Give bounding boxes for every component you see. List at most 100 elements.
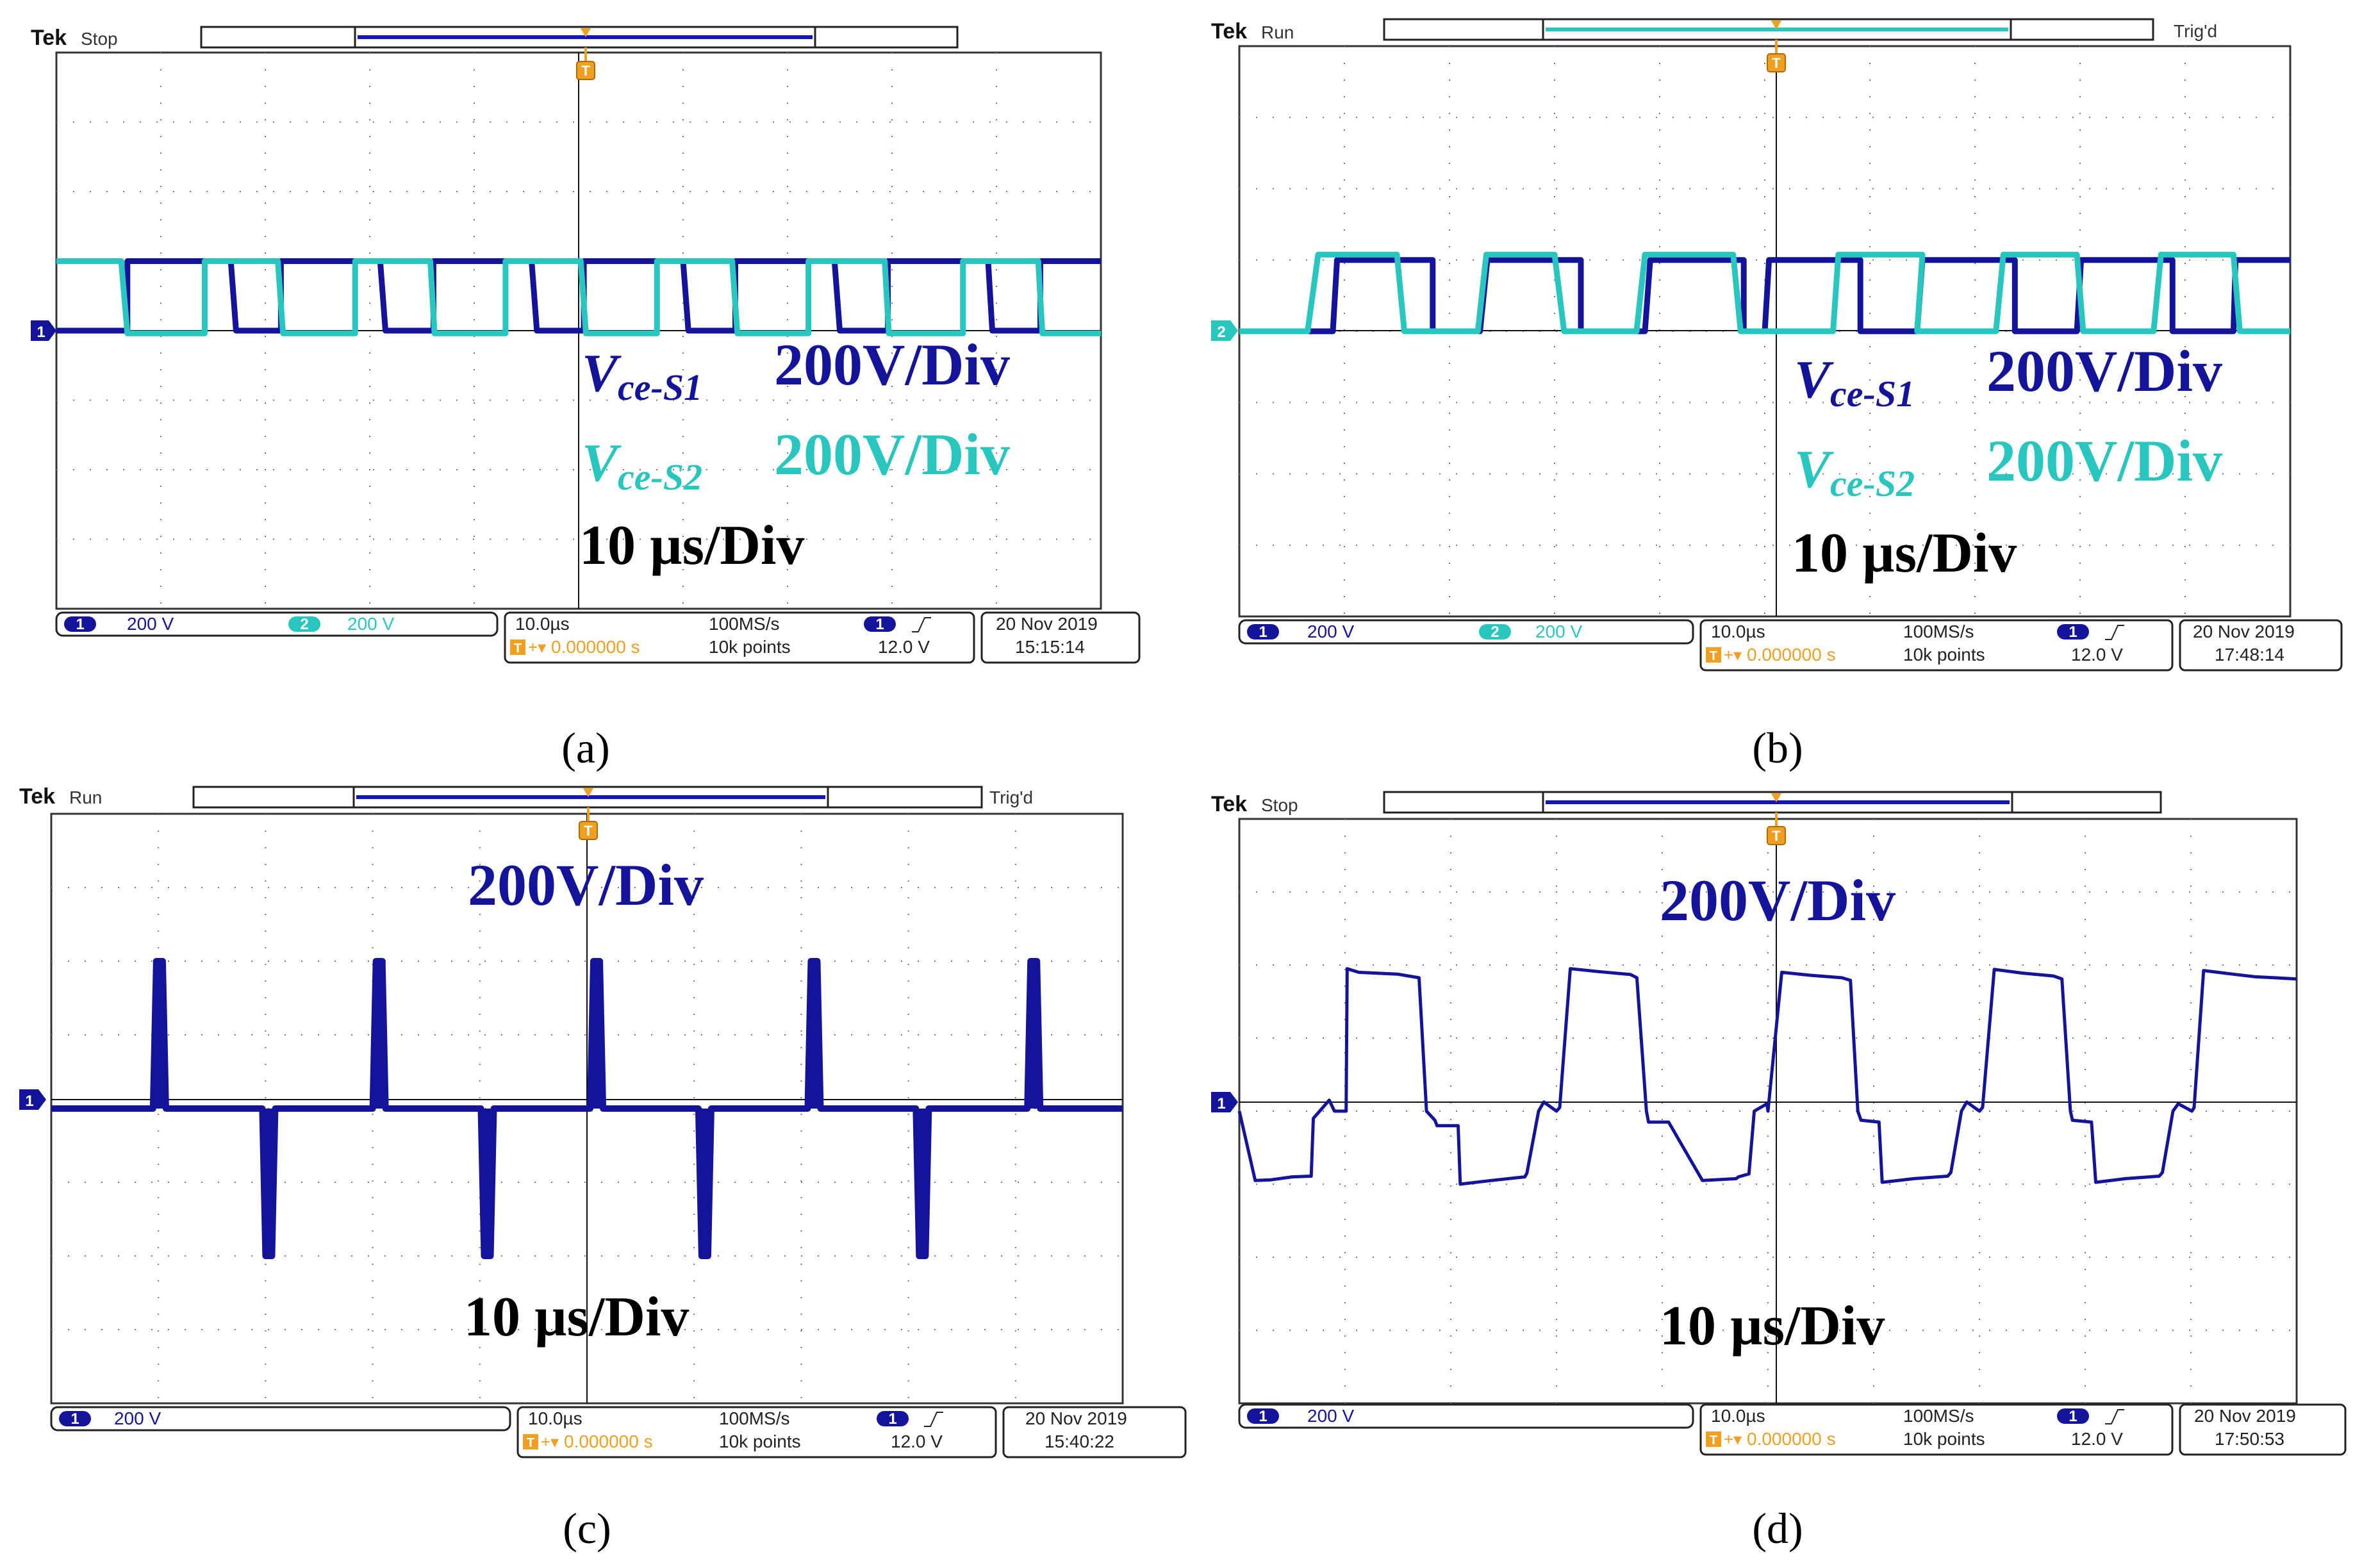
- trigger-position-marker: T: [1767, 813, 1786, 845]
- time: 17:50:53: [2215, 1429, 2284, 1449]
- date: 20 Nov 2019: [996, 614, 1098, 634]
- tek-brand: Tek: [31, 26, 67, 50]
- timebase: 10.0µs: [1711, 622, 1765, 641]
- trace-ch1: [1237, 967, 2297, 1186]
- record-length: 10k points: [1903, 645, 1985, 664]
- svg-text:T: T: [584, 823, 593, 839]
- timebase: 10.0µs: [528, 1408, 582, 1428]
- trigger-level: 12.0 V: [2071, 645, 2123, 664]
- svg-text:+▾: +▾: [1724, 1430, 1742, 1449]
- spike-mark: [263, 1109, 275, 1256]
- trigger-offset: 0.000000 s: [1747, 1429, 1836, 1449]
- ch2-scale: 200 V: [347, 614, 394, 634]
- svg-text:1: 1: [2069, 623, 2077, 641]
- svg-text:1: 1: [2069, 1408, 2077, 1425]
- trigger-marker-icon: [1771, 793, 1781, 802]
- time-scale-label: 10 µs/Div: [579, 515, 804, 577]
- trigger-position-marker: T: [1767, 40, 1786, 72]
- svg-text:T: T: [1710, 1433, 1717, 1448]
- timebase: 10.0µs: [515, 614, 570, 634]
- ch2-ground-marker: 2: [1211, 320, 1238, 341]
- spike-mark: [916, 1109, 929, 1256]
- svg-text:1: 1: [1217, 1095, 1225, 1112]
- svg-text:2: 2: [1217, 324, 1225, 341]
- overlay-annotations: Vce-S1 200V/Div Vce-S2 200V/Div 10 µs/Di…: [1792, 338, 2222, 584]
- spike-mark: [698, 1109, 711, 1256]
- record-overview-bar: [1383, 18, 2154, 41]
- rising-edge-icon: [912, 617, 931, 632]
- svg-text:T: T: [1772, 55, 1781, 71]
- rising-edge-icon: [2105, 625, 2124, 640]
- trigger-marker-icon: [1771, 21, 1781, 29]
- trigger-level: 12.0 V: [2071, 1429, 2123, 1449]
- svg-text:1: 1: [25, 1093, 33, 1110]
- overlay-annotations: 200V/Div 10 µs/Div: [1660, 868, 1895, 1357]
- ch2-label: Vce-S2: [582, 433, 702, 498]
- run-state: Stop: [81, 29, 118, 49]
- panel-c: Tek Run Trig'd T 1 200V/Div 10 µs/Div: [19, 784, 1187, 1553]
- ch1-scale-label: 200V/Div: [1986, 338, 2222, 404]
- traces: [1237, 967, 2297, 1186]
- svg-text:T: T: [1772, 828, 1781, 844]
- ch2-scale: 200 V: [1535, 622, 1582, 641]
- svg-text:1: 1: [888, 1410, 896, 1428]
- trigger-level: 12.0 V: [891, 1432, 943, 1451]
- ch1-ground-marker: 1: [1211, 1092, 1238, 1112]
- record-overview-bar: [192, 786, 983, 809]
- trigger-offset: 0.000000 s: [1747, 645, 1836, 664]
- trace-vce-s2: [56, 258, 1101, 336]
- status-bar: 1 200 V 2 200 V 10.0µs 100MS/s 1 T +▾ 0.…: [1238, 619, 2343, 672]
- record-overview-bar: [1383, 791, 2162, 814]
- panel-a: Tek Stop T 1 Vce-S1 200V/Div Vce-S2 200V…: [31, 26, 1141, 772]
- trig-status: Trig'd: [2174, 21, 2217, 41]
- sample-rate: 100MS/s: [719, 1408, 790, 1428]
- sample-rate: 100MS/s: [709, 614, 780, 634]
- date: 20 Nov 2019: [1025, 1408, 1127, 1428]
- status-bar: 1 200 V 2 200 V 10.0µs 100MS/s 1 T +▾ 0.…: [55, 611, 1141, 664]
- run-state: Run: [69, 788, 102, 807]
- record-length: 10k points: [1903, 1429, 1985, 1449]
- spike-mark: [1028, 961, 1040, 1109]
- ch1-ground-marker: 1: [19, 1089, 46, 1110]
- ch2-scale-label: 200V/Div: [774, 422, 1010, 487]
- svg-text:+▾: +▾: [1724, 645, 1742, 664]
- ch1-scale-label: 200V/Div: [468, 852, 704, 918]
- trig-status: Trig'd: [989, 788, 1033, 807]
- time-scale-label: 10 µs/Div: [1792, 522, 2017, 584]
- svg-text:T: T: [581, 63, 590, 79]
- tek-brand: Tek: [1211, 19, 1247, 44]
- timebase: 10.0µs: [1711, 1406, 1765, 1426]
- ch1-scale: 200 V: [1307, 1406, 1354, 1426]
- svg-text:2: 2: [1491, 623, 1499, 641]
- ch1-scale: 200 V: [1307, 622, 1354, 641]
- spike-mark: [591, 961, 603, 1109]
- ch2-scale-label: 200V/Div: [1986, 428, 2222, 493]
- svg-text:T: T: [514, 641, 522, 656]
- ch1-scale: 200 V: [114, 1408, 161, 1428]
- sample-rate: 100MS/s: [1903, 1406, 1974, 1426]
- record-length: 10k points: [709, 637, 791, 657]
- time-scale-label: 10 µs/Div: [1660, 1295, 1885, 1357]
- rising-edge-icon: [924, 1412, 943, 1427]
- panel-caption: (b): [1752, 723, 1803, 772]
- overlay-annotations: 200V/Div 10 µs/Div: [464, 852, 704, 1348]
- trigger-position-marker: T: [576, 47, 595, 80]
- svg-text:+▾: +▾: [528, 638, 546, 657]
- svg-text:T: T: [1710, 649, 1717, 663]
- traces: [56, 258, 1101, 336]
- spike-mark: [153, 961, 165, 1109]
- trigger-level: 12.0 V: [878, 637, 930, 657]
- spike-mark: [808, 961, 820, 1109]
- ch1-ground-marker: 1: [31, 320, 56, 341]
- record-overview-bar: [200, 26, 959, 49]
- svg-text:+▾: +▾: [541, 1432, 559, 1451]
- svg-text:1: 1: [76, 616, 84, 633]
- ch1-scale-label: 200V/Div: [1660, 868, 1895, 933]
- panel-caption: (d): [1752, 1504, 1803, 1553]
- trigger-marker-icon: [581, 28, 591, 37]
- traces: [1239, 251, 2290, 334]
- date: 20 Nov 2019: [2193, 622, 2295, 641]
- panel-caption: (a): [561, 723, 609, 772]
- trigger-offset: 0.000000 s: [564, 1432, 653, 1451]
